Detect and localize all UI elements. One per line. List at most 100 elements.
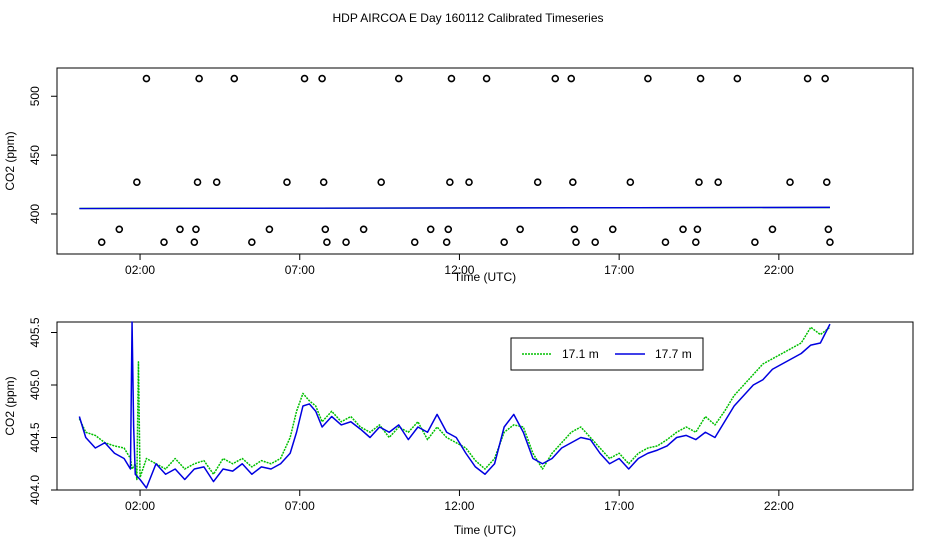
data-point <box>591 238 599 247</box>
y-axis-label: CO2 (ppm) <box>3 376 17 435</box>
data-point <box>97 238 106 247</box>
y-tick-label: 450 <box>28 145 42 165</box>
data-point <box>533 178 542 186</box>
plot-box <box>56 67 914 255</box>
data-point <box>679 225 687 234</box>
data-point <box>212 178 221 186</box>
data-point <box>265 225 274 234</box>
data-point <box>768 225 777 234</box>
data-point <box>447 74 456 83</box>
series-line-17-7-m <box>78 321 831 489</box>
data-point <box>569 178 577 186</box>
data-point <box>692 238 700 247</box>
data-point <box>283 178 291 186</box>
data-point <box>826 238 834 247</box>
data-point <box>822 178 831 186</box>
scatter-panel: 02:00 07:00 12:00 17:00 22:00 400 450 500 Time… <box>3 67 914 284</box>
data-point <box>803 74 812 83</box>
y-axis: 400 450 500 <box>28 86 57 224</box>
data-point <box>714 178 722 186</box>
legend-label-17-7-m: 17.7 m <box>655 347 692 361</box>
data-point <box>444 225 453 234</box>
data-point <box>410 238 419 247</box>
legend-label-17-1-m: 17.1 m <box>562 347 599 361</box>
data-point <box>426 225 435 234</box>
data-point <box>786 178 794 186</box>
data-point <box>190 238 199 247</box>
data-point <box>133 178 141 186</box>
y-tick-label: 500 <box>28 86 42 106</box>
plot-box <box>56 321 914 491</box>
data-point <box>626 178 635 186</box>
data-point <box>321 225 330 234</box>
data-point <box>394 74 403 83</box>
x-tick-label: 02:00 <box>125 499 155 513</box>
data-point <box>693 225 702 234</box>
legend: 17.1 m 17.7 m <box>510 337 704 371</box>
x-axis-label: Time (UTC) <box>454 523 516 537</box>
x-tick-label: 22:00 <box>764 499 794 513</box>
data-point <box>572 238 580 247</box>
x-tick-label: 07:00 <box>285 263 315 277</box>
data-point <box>115 225 124 234</box>
x-axis: 02:00 07:00 12:00 17:00 22:00 <box>125 490 794 513</box>
data-point <box>319 178 328 186</box>
y-tick-label: 405.0 <box>28 370 42 400</box>
data-point <box>465 178 473 186</box>
data-point <box>195 74 203 83</box>
data-point <box>482 74 491 83</box>
data-point <box>570 225 579 234</box>
data-point <box>192 225 200 234</box>
data-point <box>567 74 576 83</box>
x-tick-label: 12:00 <box>444 263 474 277</box>
data-point <box>516 225 524 234</box>
data-point <box>551 74 560 83</box>
y-tick-label: 400 <box>28 204 42 224</box>
y-tick-label: 404.0 <box>28 475 42 505</box>
x-tick-label: 17:00 <box>604 263 634 277</box>
data-point <box>193 178 202 186</box>
y-tick-label: 405.5 <box>28 317 42 347</box>
data-point <box>359 225 368 234</box>
data-point <box>342 238 350 247</box>
data-point <box>446 178 454 186</box>
data-point <box>751 238 759 247</box>
page-title: HDP AIRCOA E Day 160112 Calibrated Times… <box>332 11 603 25</box>
x-tick-label: 22:00 <box>764 263 794 277</box>
data-point <box>733 74 742 83</box>
data-point <box>696 74 705 83</box>
data-point <box>318 74 326 83</box>
baseline-lines <box>79 206 830 210</box>
x-tick-label: 12:00 <box>444 499 474 513</box>
data-point <box>323 238 331 247</box>
data-point <box>160 238 168 247</box>
data-point <box>695 178 703 186</box>
series-line-17-1-m <box>78 326 831 481</box>
data-point <box>300 74 309 83</box>
x-axis: 02:00 07:00 12:00 17:00 22:00 <box>125 254 794 277</box>
data-point <box>661 238 670 247</box>
data-point <box>608 225 617 234</box>
data-point <box>442 238 451 247</box>
series-lines <box>78 321 831 489</box>
data-point <box>644 74 652 83</box>
data-point <box>142 74 151 83</box>
line-panel: 02:00 07:00 12:00 17:00 22:00 404.0 404.5 405.… <box>3 317 914 537</box>
data-points <box>97 74 834 247</box>
data-point <box>821 74 829 83</box>
data-point <box>824 225 833 234</box>
y-axis-label: CO2 (ppm) <box>3 131 17 190</box>
x-tick-label: 02:00 <box>125 263 155 277</box>
x-tick-label: 07:00 <box>285 499 315 513</box>
baseline-series-1 <box>79 206 830 210</box>
x-axis-label: Time (UTC) <box>454 270 516 284</box>
x-tick-label: 17:00 <box>604 499 634 513</box>
data-point <box>176 225 184 234</box>
y-tick-label: 404.5 <box>28 422 42 452</box>
y-axis: 404.0 404.5 405.0 405.5 <box>28 317 57 505</box>
data-point <box>500 238 508 247</box>
data-point <box>377 178 385 186</box>
data-point <box>230 74 239 83</box>
data-point <box>248 238 256 247</box>
